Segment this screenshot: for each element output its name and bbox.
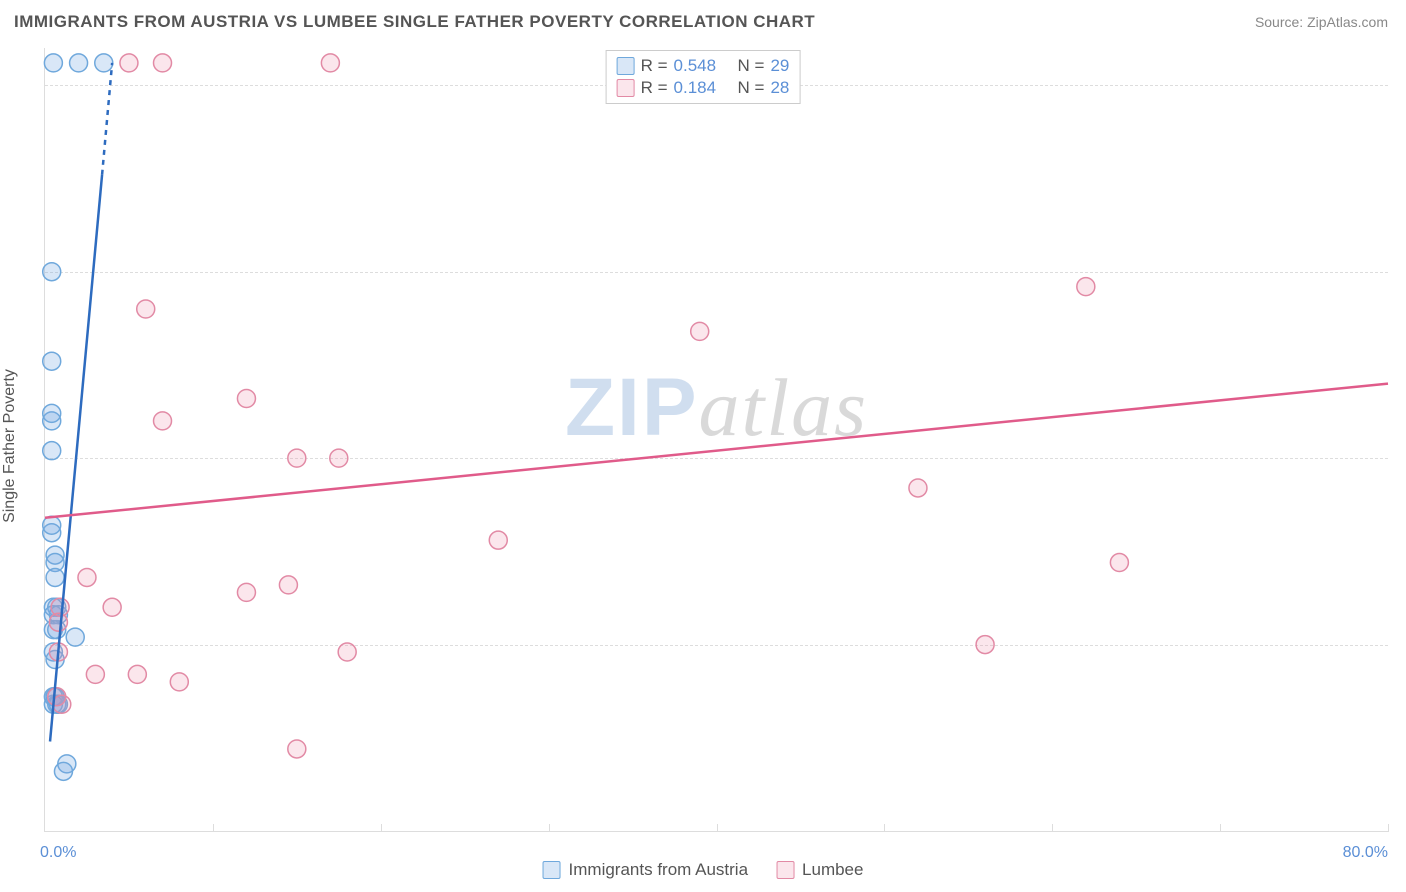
swatch-series-0 (617, 57, 635, 75)
x-tick-max: 80.0% (1343, 844, 1388, 862)
scatter-point (288, 740, 306, 758)
y-tick-label: 75.0% (1400, 263, 1406, 281)
scatter-point (1110, 554, 1128, 572)
scatter-point (66, 628, 84, 646)
scatter-point (46, 568, 64, 586)
scatter-point (43, 263, 61, 281)
chart-plot-area: ZIPatlas 25.0%50.0%75.0%100.0% (44, 48, 1388, 832)
scatter-point (103, 598, 121, 616)
scatter-point (691, 322, 709, 340)
scatter-point (51, 598, 69, 616)
scatter-point (237, 583, 255, 601)
scatter-svg (45, 48, 1388, 831)
swatch-series-1 (617, 79, 635, 97)
trend-line-extrapolated (102, 63, 112, 175)
scatter-point (128, 665, 146, 683)
y-tick-label: 50.0% (1400, 449, 1406, 467)
legend-label-1: Lumbee (802, 860, 863, 880)
scatter-point (330, 449, 348, 467)
legend-row-series-0: R = 0.548 N = 29 (617, 55, 790, 77)
scatter-point (43, 352, 61, 370)
scatter-point (78, 568, 96, 586)
n-label: N = (738, 56, 765, 76)
scatter-point (909, 479, 927, 497)
swatch-series-1 (776, 861, 794, 879)
correlation-legend: R = 0.548 N = 29 R = 0.184 N = 28 (606, 50, 801, 104)
r-value-0: 0.548 (674, 56, 717, 76)
scatter-point (95, 54, 113, 72)
n-value-1: 28 (770, 78, 789, 98)
scatter-point (120, 54, 138, 72)
y-axis-label: Single Father Poverty (1, 369, 19, 523)
scatter-point (137, 300, 155, 318)
scatter-point (54, 762, 72, 780)
scatter-point (170, 673, 188, 691)
scatter-point (1077, 278, 1095, 296)
scatter-point (489, 531, 507, 549)
scatter-point (288, 449, 306, 467)
r-label: R = (641, 56, 668, 76)
y-tick-label: 100.0% (1400, 76, 1406, 94)
legend-item-0: Immigrants from Austria (543, 860, 749, 880)
r-value-1: 0.184 (674, 78, 717, 98)
scatter-point (86, 665, 104, 683)
legend-item-1: Lumbee (776, 860, 863, 880)
scatter-point (44, 54, 62, 72)
scatter-point (53, 695, 71, 713)
scatter-point (154, 412, 172, 430)
scatter-point (321, 54, 339, 72)
x-tick-mark (1388, 824, 1389, 832)
scatter-point (237, 389, 255, 407)
scatter-point (154, 54, 172, 72)
n-value-0: 29 (770, 56, 789, 76)
scatter-point (43, 442, 61, 460)
legend-row-series-1: R = 0.184 N = 28 (617, 77, 790, 99)
scatter-point (976, 636, 994, 654)
y-tick-label: 25.0% (1400, 636, 1406, 654)
scatter-point (279, 576, 297, 594)
legend-label-0: Immigrants from Austria (569, 860, 749, 880)
r-label: R = (641, 78, 668, 98)
scatter-point (43, 404, 61, 422)
swatch-series-0 (543, 861, 561, 879)
n-label: N = (738, 78, 765, 98)
chart-title: IMMIGRANTS FROM AUSTRIA VS LUMBEE SINGLE… (14, 12, 815, 32)
scatter-point (70, 54, 88, 72)
source-attribution: Source: ZipAtlas.com (1255, 14, 1388, 30)
scatter-point (338, 643, 356, 661)
x-tick-min: 0.0% (40, 844, 76, 862)
series-legend: Immigrants from Austria Lumbee (543, 860, 864, 880)
